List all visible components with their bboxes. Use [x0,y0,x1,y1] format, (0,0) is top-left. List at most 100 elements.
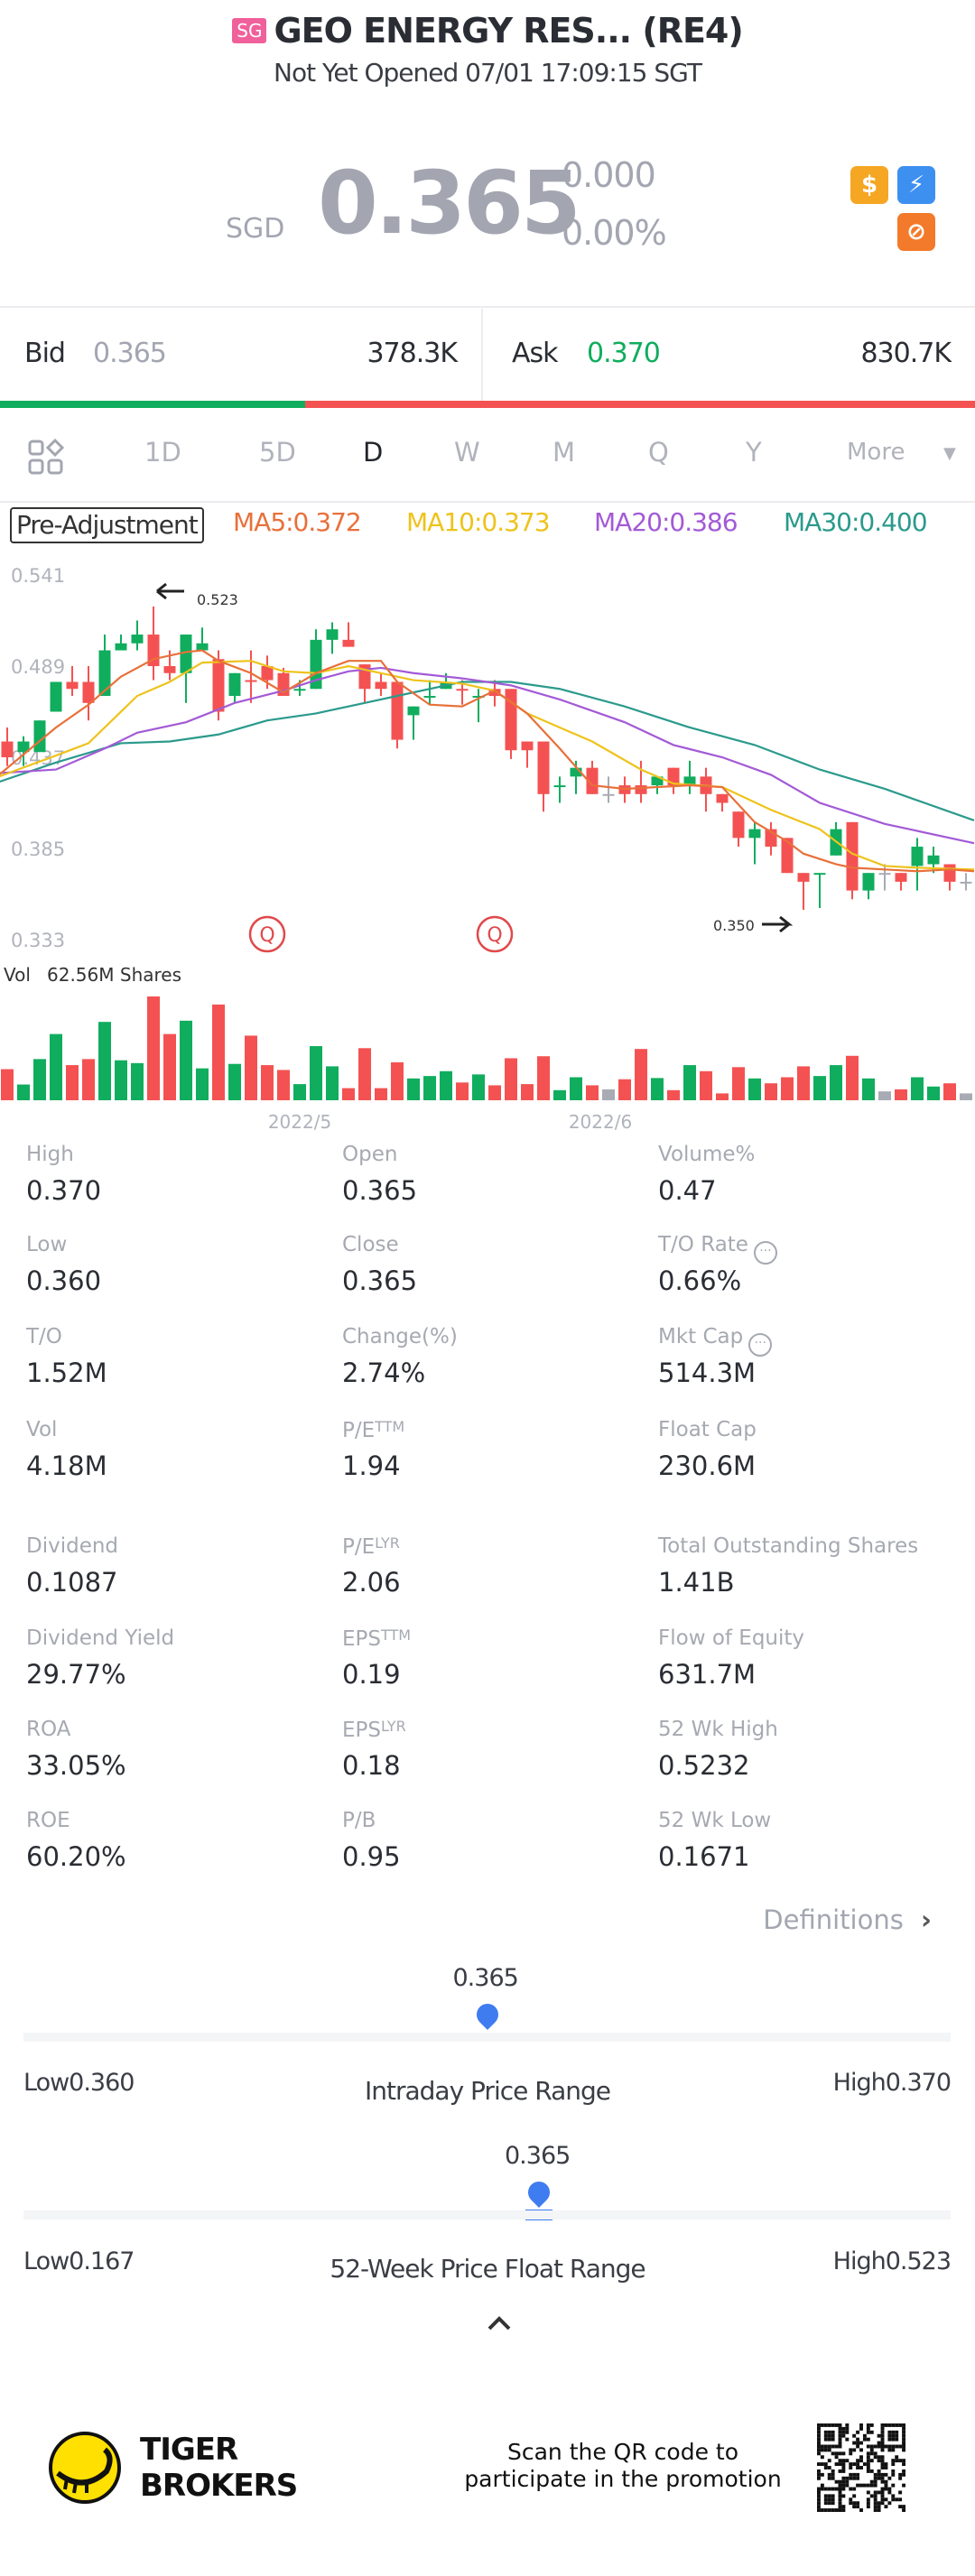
volume-bar [781,1077,794,1100]
tab-m[interactable]: M [552,437,576,468]
qr-module [895,2497,899,2502]
volume-bar [943,1083,956,1100]
qr-module [838,2501,842,2506]
qr-module [895,2423,899,2427]
qr-module [887,2423,892,2427]
info-icon[interactable]: ··· [748,1333,773,1357]
qr-module [877,2490,881,2495]
qr-module [877,2444,881,2449]
qr-module [831,2497,835,2502]
tab-more[interactable]: More [847,439,905,466]
candle-body [635,785,647,794]
definitions-link[interactable]: Definitions › [763,1904,932,1935]
ask-size: 830.7K [860,338,952,369]
qr-module [831,2476,835,2480]
qr-module [834,2451,839,2456]
candle-body [66,681,79,690]
candle-body [570,767,582,777]
stat-label-text: Mkt Cap [658,1325,744,1348]
qr-module [838,2490,842,2495]
layout-grid-icon[interactable] [27,438,65,477]
qr-module [891,2423,896,2427]
qr-module [880,2494,885,2498]
qr-module [856,2505,860,2509]
tab-d[interactable]: D [363,437,384,468]
tab-y[interactable]: Y [746,437,762,468]
collapse-chevron-up-icon[interactable] [486,2312,513,2334]
stat-label: EPSTTM [342,1626,411,1651]
lightning-icon[interactable]: ⚡ [897,166,935,204]
stat-label: Dividend Yield [26,1626,174,1650]
qr-module [817,2501,821,2506]
qr-module [898,2490,903,2495]
qr-module [838,2505,842,2509]
qr-module [859,2459,863,2463]
stat-label: 52 Wk High [658,1718,778,1741]
week52-pin-icon [524,2177,554,2208]
qr-module [869,2423,874,2427]
candle-body [602,793,615,796]
qr-module [856,2476,860,2480]
stat-label: Total Outstanding Shares [658,1534,918,1558]
qr-module [880,2497,885,2502]
volume-bar [602,1089,615,1100]
pre-adjustment-button[interactable]: Pre-Adjustment [10,507,204,543]
qr-module [873,2472,878,2477]
qr-module [838,2479,842,2484]
qr-module [827,2448,831,2452]
qr-module [849,2472,853,2477]
qr-module [852,2494,857,2498]
tab-5d[interactable]: 5D [259,437,296,468]
volume-bar [1,1069,14,1100]
stat-value: 514.3M [658,1357,757,1388]
qr-module [898,2444,903,2449]
qr-module [877,2501,881,2506]
volume-bar [813,1076,826,1100]
volume-bar [667,1089,680,1100]
qr-module [880,2476,885,2480]
dollar-icon[interactable]: $ [850,166,888,204]
volume-bar [456,1082,469,1100]
qr-module [880,2455,885,2460]
info-icon[interactable]: ··· [753,1241,777,1265]
volume-bar [472,1074,485,1100]
volume-bar [700,1070,712,1100]
stat-value: 0.18 [342,1750,401,1781]
chevron-down-icon[interactable]: ▼ [943,444,956,463]
candle-body [862,873,875,891]
week52-range-title: 52-Week Price Float Range [330,2254,645,2284]
volume-bar [716,1093,729,1100]
qr-module [891,2462,896,2467]
y-tick-label: 0.541 [11,565,65,587]
y-tick-label: 0.385 [11,839,65,860]
qr-module [827,2430,831,2434]
qr-module [859,2448,863,2452]
qr-module [884,2462,888,2467]
candle-body [310,639,322,690]
no-short-icon[interactable]: ⊘ [897,213,935,251]
tab-w[interactable]: W [454,437,480,468]
tab-1d[interactable]: 1D [144,437,181,468]
qr-module [902,2441,905,2445]
qr-module [873,2497,878,2502]
volume-bar [310,1046,322,1100]
tiger-brokers-logo [47,2430,123,2506]
tab-q[interactable]: Q [648,437,669,468]
qr-module [891,2483,896,2488]
volume-bar [765,1083,777,1100]
qr-module [873,2508,878,2512]
qr-module [845,2437,850,2442]
qr-code[interactable] [817,2423,905,2512]
qr-module [880,2490,885,2495]
volume-bar [651,1078,664,1100]
candle-body [423,696,436,699]
candle-body [98,650,111,697]
volume-bar [635,1049,647,1100]
stat-label-text: Flow of Equity [658,1626,805,1650]
stat-value: 33.05% [26,1750,126,1781]
qr-module [817,2433,821,2438]
bid-ratio-fill [0,401,306,408]
stat-label: ROA [26,1718,70,1741]
qr-module [873,2501,878,2506]
